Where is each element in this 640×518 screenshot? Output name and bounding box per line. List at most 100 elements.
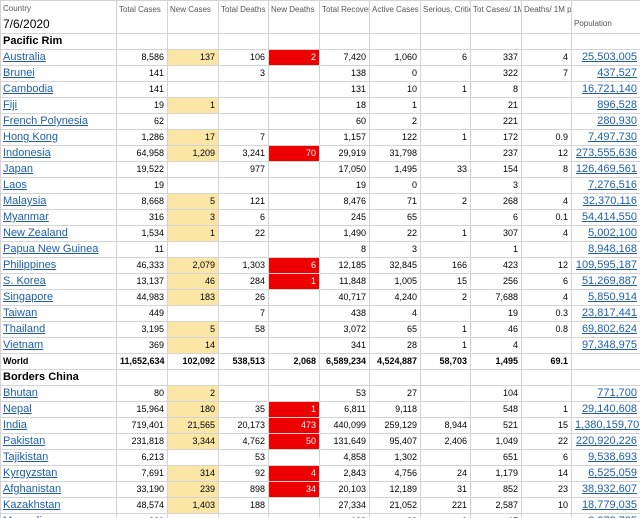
population-link[interactable]: 69,802,624	[581, 323, 637, 335]
total-recovered-cell: 245	[319, 209, 370, 226]
country-link[interactable]: Nepal	[3, 403, 32, 415]
new-deaths-cell	[268, 65, 320, 82]
empty-cell	[571, 33, 640, 50]
empty-cell	[116, 33, 168, 50]
country-link[interactable]: New Zealand	[3, 227, 68, 239]
country-link[interactable]: Kyrgyzstan	[3, 467, 58, 479]
section-header-row: Pacific Rim	[0, 33, 640, 50]
country-link[interactable]: Papua New Guinea	[3, 243, 99, 255]
active-cases-cell: 71	[369, 193, 421, 210]
population-link[interactable]: 18,779,035	[581, 499, 637, 511]
population-link[interactable]: 5,850,914	[588, 291, 637, 303]
total-cases-cell: 719,401	[116, 417, 168, 434]
table-row: French Polynesia 62 60 2 221 280,930	[0, 113, 640, 130]
active-cases-cell: 122	[369, 129, 421, 146]
population-link[interactable]: 437,527	[597, 67, 637, 79]
population-link[interactable]: 7,497,730	[588, 131, 637, 143]
empty-cell	[268, 369, 320, 386]
column-header-active-cases[interactable]: Active Cases	[369, 0, 421, 34]
total-recovered-cell: 7,420	[319, 49, 370, 66]
country-link[interactable]: Taiwan	[3, 307, 38, 319]
country-link[interactable]: Hong Kong	[3, 131, 59, 143]
empty-cell	[319, 33, 370, 50]
country-link[interactable]: Indonesia	[3, 147, 51, 159]
population-link[interactable]: 7,276,516	[588, 179, 637, 191]
date-label: 7/6/2020	[3, 17, 50, 31]
country-link[interactable]: Vietnam	[3, 339, 44, 351]
country-link[interactable]: Fiji	[3, 99, 18, 111]
country-name-cell: World	[0, 353, 117, 370]
column-header-deaths-per-1m[interactable]: Deaths/ 1M pop	[521, 0, 572, 34]
country-name-cell: Laos	[0, 177, 117, 194]
total-deaths-cell: 538,513	[218, 353, 269, 370]
country-link[interactable]: Bhutan	[3, 387, 38, 399]
country-link[interactable]: Myanmar	[3, 211, 49, 223]
population-link[interactable]: 32,370,116	[582, 195, 637, 207]
total-cases-cell: 48,574	[116, 497, 168, 514]
total-recovered-cell: 438	[319, 305, 370, 322]
country-link[interactable]: Cambodia	[3, 83, 54, 95]
cases-per-1m-cell: 852	[470, 481, 522, 498]
population-link[interactable]: 16,721,140	[581, 83, 637, 95]
column-header-new-cases[interactable]: New Cases	[167, 0, 219, 34]
country-link[interactable]: Malaysia	[3, 195, 47, 207]
country-link[interactable]: Philippines	[3, 259, 57, 271]
population-link[interactable]: 273,555,636	[575, 147, 637, 159]
country-link[interactable]: Singapore	[3, 291, 54, 303]
serious-critical-cell	[420, 65, 471, 82]
country-link[interactable]: Australia	[3, 51, 46, 63]
population-link[interactable]: 1,380,159,707	[575, 419, 640, 431]
population-link[interactable]: 54,414,550	[581, 211, 637, 223]
new-deaths-cell: 1	[268, 401, 320, 418]
population-link[interactable]: 8,948,168	[588, 243, 637, 255]
column-header-total-recovered[interactable]: Total Recovered	[319, 0, 370, 34]
population-link[interactable]: 771,700	[597, 387, 637, 399]
total-recovered-cell: 18	[319, 97, 370, 114]
population-link[interactable]: 23,817,441	[581, 307, 637, 319]
population-link[interactable]: 280,930	[597, 115, 637, 127]
table-row: Tajikistan 6,213 53 4,858 1,302 651 6 9,538,693	[0, 449, 640, 466]
country-link[interactable]: Thailand	[3, 323, 46, 335]
cases-per-1m-cell: 4	[470, 337, 522, 354]
total-deaths-cell: 26	[218, 289, 269, 306]
country-link[interactable]: Japan	[3, 163, 33, 175]
population-link[interactable]: 97,348,975	[581, 339, 637, 351]
population-link[interactable]: 6,525,059	[588, 467, 637, 479]
population-link[interactable]: 896,528	[597, 99, 637, 111]
column-header-cases-per-1m[interactable]: Tot Cases/ 1M pop	[470, 0, 522, 34]
population-link[interactable]: 109,595,187	[575, 259, 637, 271]
population-link[interactable]: 5,002,100	[588, 227, 637, 239]
population-link[interactable]: 25,503,005	[581, 51, 637, 63]
country-link[interactable]: Brunei	[3, 67, 35, 79]
column-header-total-cases[interactable]: Total Cases	[116, 0, 168, 34]
country-link[interactable]: Afghanistan	[3, 483, 62, 495]
country-link[interactable]: Laos	[3, 179, 27, 191]
serious-critical-cell: 2,406	[420, 433, 471, 450]
total-deaths-cell	[218, 513, 269, 518]
population-link[interactable]: 38,932,607	[581, 483, 637, 495]
total-recovered-cell: 188	[319, 513, 370, 518]
country-link[interactable]: Tajikistan	[3, 451, 49, 463]
column-header-new-deaths[interactable]: New Deaths	[268, 0, 320, 34]
deaths-per-1m-cell	[521, 241, 572, 258]
empty-cell	[218, 369, 269, 386]
population-cell: 771,700	[571, 385, 640, 402]
country-link[interactable]: French Polynesia	[3, 115, 88, 127]
population-link[interactable]: 9,538,693	[588, 451, 637, 463]
column-header-serious-critical[interactable]: Serious, Critical	[420, 0, 471, 34]
column-header-population[interactable]: Population	[571, 0, 640, 34]
country-link[interactable]: Mongolia	[3, 515, 48, 518]
country-link[interactable]: S. Korea	[3, 275, 46, 287]
population-link[interactable]: 29,140,608	[581, 403, 637, 415]
deaths-per-1m-cell: 4	[521, 225, 572, 242]
country-link[interactable]: Pakistan	[3, 435, 46, 447]
population-link[interactable]: 3,278,725	[588, 515, 637, 518]
country-link[interactable]: Kazakhstan	[3, 499, 61, 511]
country-name-cell: Tajikistan	[0, 449, 117, 466]
population-link[interactable]: 51,269,887	[581, 275, 637, 287]
column-header-total-deaths[interactable]: Total Deaths	[218, 0, 269, 34]
population-link[interactable]: 220,920,226	[575, 435, 637, 447]
country-link[interactable]: India	[3, 419, 27, 431]
population-link[interactable]: 126,469,561	[575, 163, 637, 175]
total-cases-cell: 46,333	[116, 257, 168, 274]
